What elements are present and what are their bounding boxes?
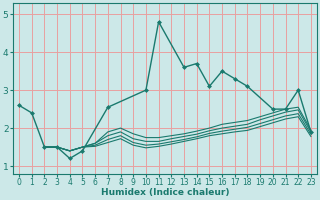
X-axis label: Humidex (Indice chaleur): Humidex (Indice chaleur)	[101, 188, 229, 197]
